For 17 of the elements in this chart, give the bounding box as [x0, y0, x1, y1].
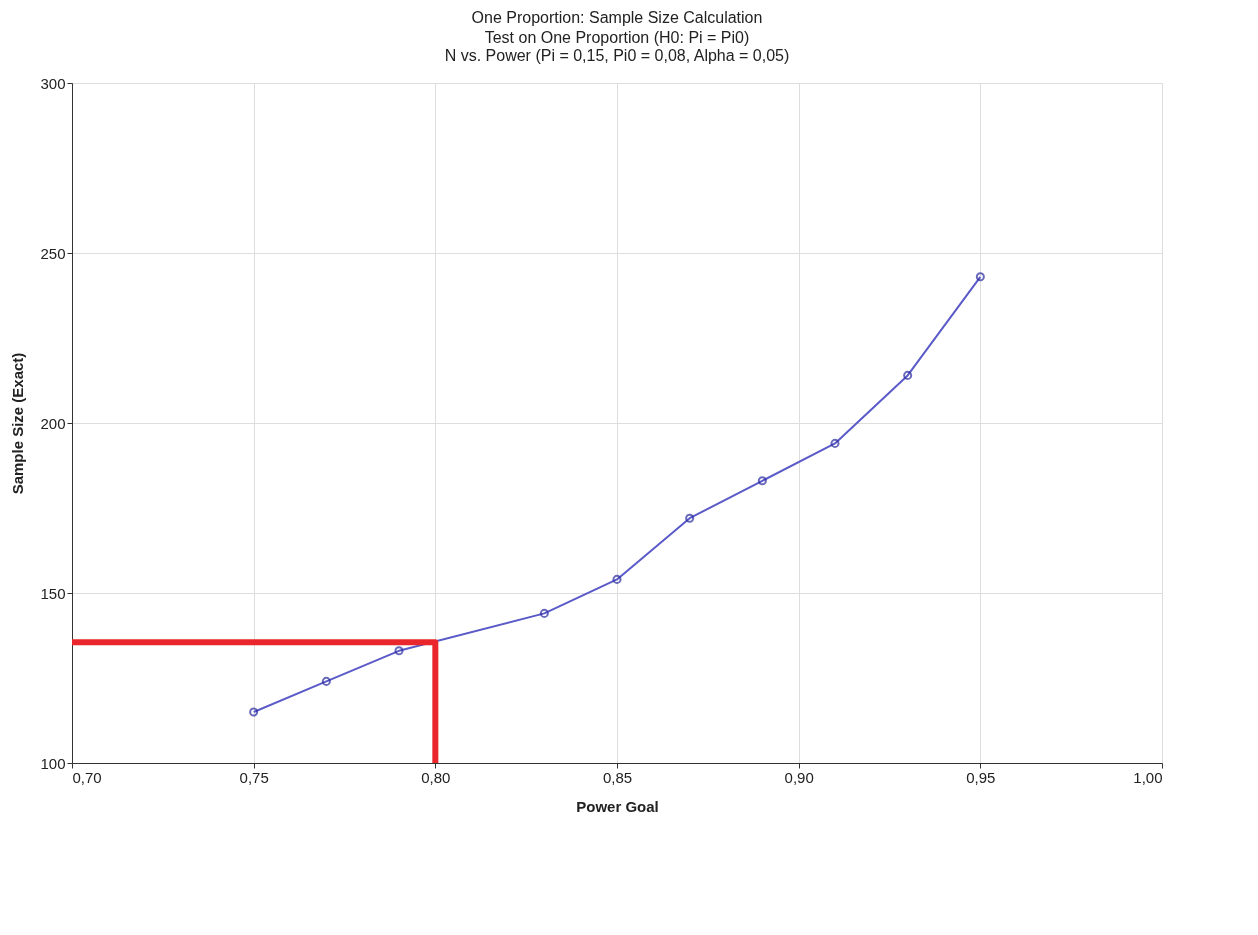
x-tick-label: 0,70 — [72, 768, 102, 786]
y-tick-label: 150 — [40, 584, 66, 602]
text: Test on One Proportion (H0: Pi = Pi0) — [484, 29, 750, 46]
x-axis-title: Power Goal — [576, 797, 659, 815]
x-tick-label: 0,75 — [239, 768, 269, 786]
x-tick-label: 0,95 — [966, 768, 996, 786]
y-tick-label: 250 — [40, 244, 66, 262]
x-tick-label: 0,80 — [421, 768, 451, 786]
y-tick-label: 300 — [40, 74, 66, 92]
x-tick-label: 1,00 — [1133, 768, 1163, 786]
y-tick-label: 100 — [40, 754, 66, 772]
text: N vs. Power (Pi = 0,15, Pi0 = 0,08, Alpha = 0,05) — [444, 47, 790, 64]
x-tick-label: 0,90 — [784, 768, 814, 786]
chart-title: One Proportion: Sample Size Calculation — [471, 9, 763, 26]
x-tick-label: 0,85 — [602, 768, 633, 786]
y-tick-label: 200 — [40, 414, 66, 432]
y-axis-title: Sample Size (Exact) — [9, 352, 27, 495]
